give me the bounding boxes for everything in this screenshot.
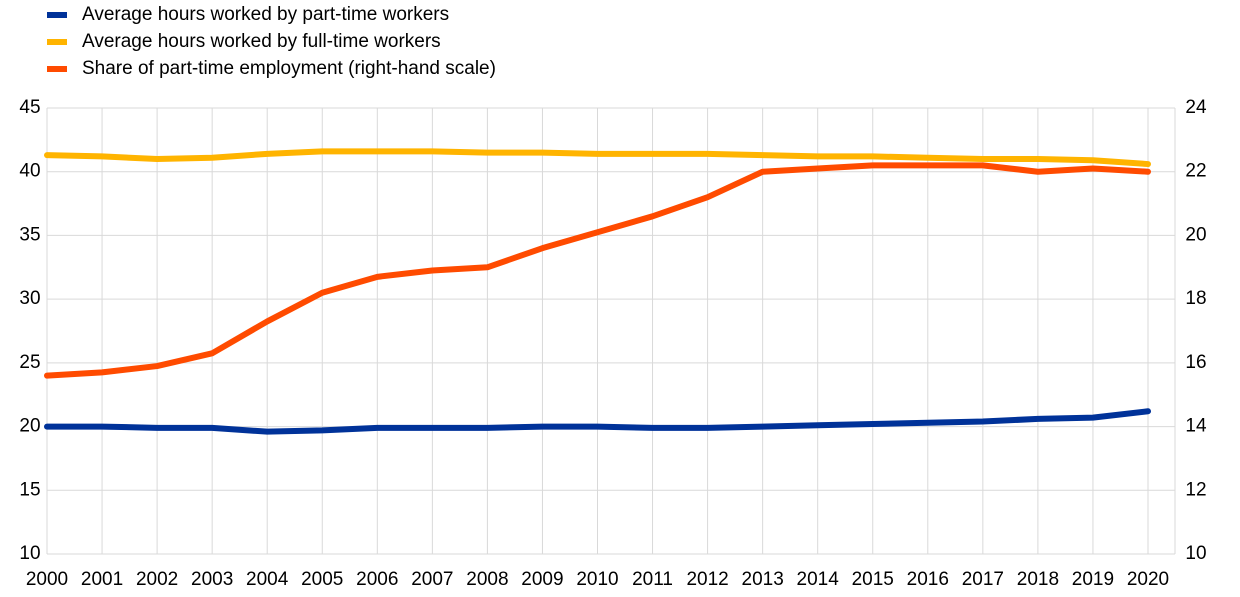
x-tick-label: 2010	[576, 569, 618, 590]
y-tick-label: 45	[19, 97, 40, 118]
legend-label: Average hours worked by full-time worker…	[82, 31, 441, 52]
x-tick-label: 2016	[907, 569, 949, 590]
y-tick-label: 15	[19, 479, 40, 500]
y2-tick-label: 20	[1185, 224, 1206, 245]
legend-label: Share of part-time employment (right-han…	[82, 58, 496, 79]
series-line	[44, 148, 1151, 168]
x-tick-label: 2006	[356, 569, 398, 590]
y2-tick-label: 24	[1185, 97, 1207, 118]
x-tick-label: 2005	[301, 569, 343, 590]
x-tick-label: 2014	[797, 569, 840, 590]
series-line	[44, 408, 1151, 435]
y-tick-label: 35	[19, 224, 40, 245]
y-tick-label: 25	[19, 352, 40, 373]
x-tick-label: 2009	[521, 569, 563, 590]
y2-tick-label: 10	[1185, 543, 1206, 564]
x-tick-label: 2001	[81, 569, 123, 590]
y-tick-label: 10	[19, 543, 40, 564]
x-tick-label: 2011	[632, 569, 673, 590]
x-tick-label: 2008	[466, 569, 508, 590]
x-tick-label: 2013	[742, 569, 784, 590]
x-tick-label: 2019	[1072, 569, 1114, 590]
x-tick-label: 2017	[962, 569, 1004, 590]
y2-tick-label: 18	[1185, 288, 1206, 309]
y-tick-label: 20	[19, 416, 40, 437]
x-tick-label: 2000	[26, 569, 68, 590]
x-tick-label: 2003	[191, 569, 233, 590]
y2-tick-label: 14	[1185, 416, 1207, 437]
x-tick-label: 2004	[246, 569, 289, 590]
series-line	[44, 162, 1151, 379]
x-tick-label: 2015	[852, 569, 894, 590]
y2-tick-label: 22	[1185, 161, 1206, 182]
y2-tick-label: 16	[1185, 352, 1206, 373]
x-tick-label: 2018	[1017, 569, 1059, 590]
y-tick-label: 40	[19, 161, 40, 182]
x-tick-label: 2007	[411, 569, 453, 590]
y-tick-label: 30	[19, 288, 40, 309]
x-tick-label: 2012	[686, 569, 728, 590]
y2-tick-label: 12	[1185, 479, 1206, 500]
x-tick-label: 2002	[136, 569, 178, 590]
legend-label: Average hours worked by part-time worker…	[82, 4, 449, 25]
x-tick-label: 2020	[1127, 569, 1169, 590]
